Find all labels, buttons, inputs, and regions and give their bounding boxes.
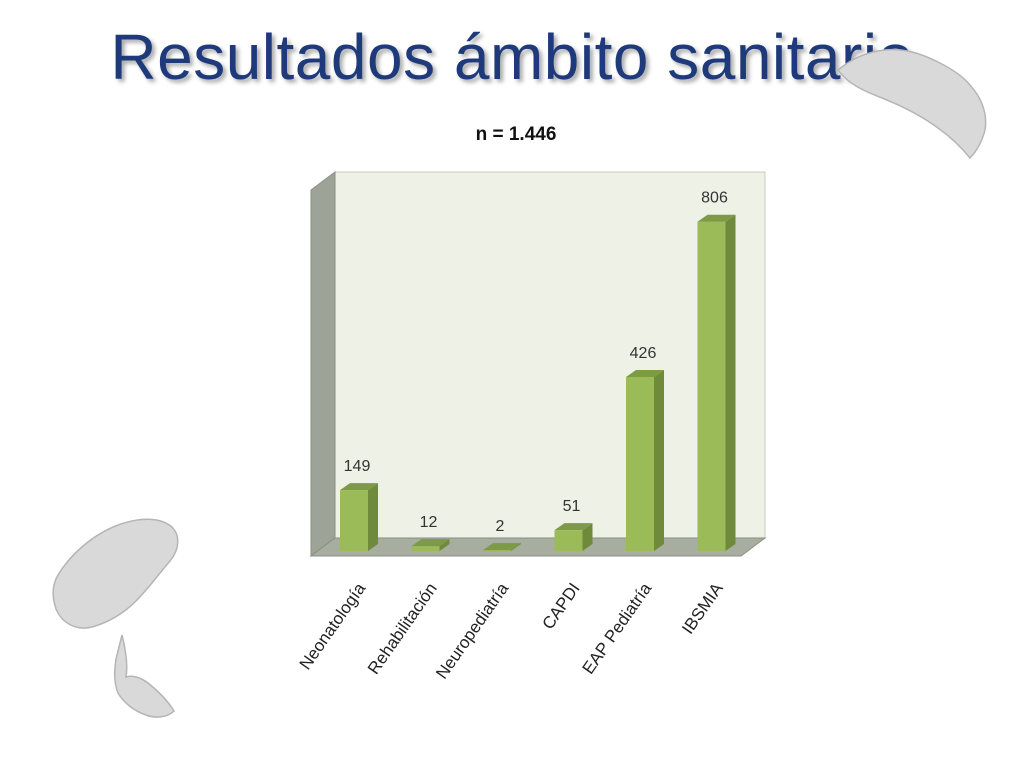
chart-title: n = 1.446 — [476, 124, 557, 145]
bar-side — [368, 483, 378, 551]
bar-front — [483, 550, 511, 551]
bar-front — [411, 546, 440, 551]
x-tick-label: IBSMIA — [678, 579, 727, 638]
slide-title: Resultados ámbito sanitario — [110, 21, 914, 93]
bar-front — [626, 376, 654, 551]
bar-side — [582, 523, 593, 551]
bar-side — [725, 214, 736, 551]
chart-floor — [309, 537, 767, 557]
data-label: 2 — [496, 518, 505, 535]
bar-side — [511, 543, 521, 551]
bar-side — [439, 539, 450, 551]
x-axis-labels: NeonatologíaRehabilitaciónNeuropediatría… — [296, 579, 727, 683]
bar-top — [483, 543, 521, 551]
bar-2 — [483, 543, 521, 551]
bar-top — [626, 369, 664, 377]
data-label: 51 — [563, 498, 581, 515]
data-label: 12 — [420, 514, 438, 531]
data-label: 806 — [701, 190, 728, 207]
bar-top — [697, 214, 736, 222]
data-label: 426 — [630, 345, 657, 362]
bar-side — [654, 369, 664, 551]
x-tick-label: Neonatología — [296, 579, 370, 673]
menorca-island-icon — [836, 48, 987, 160]
x-tick-label: Neuropediatría — [432, 579, 512, 682]
bar-top — [411, 539, 450, 547]
bar-top — [340, 483, 378, 491]
chart-side-wall — [310, 171, 336, 557]
bar-front — [697, 221, 726, 551]
bar-front — [340, 490, 368, 551]
bar-1 — [411, 539, 450, 551]
bar-top — [554, 523, 593, 531]
bar-3 — [554, 523, 593, 551]
x-tick-label: Rehabilitación — [364, 579, 441, 677]
bar-0 — [340, 483, 378, 551]
x-tick-label: CAPDI — [538, 579, 583, 632]
x-tick-label: EAP Pediatría — [579, 579, 656, 678]
ibiza-formentera-island-icon — [52, 518, 179, 718]
bar-front — [554, 530, 583, 551]
bar-5 — [697, 214, 736, 551]
bar-4 — [626, 369, 664, 551]
bars-layer: 149 12 2 51 426 806 — [340, 190, 736, 551]
data-label: 149 — [344, 458, 371, 475]
